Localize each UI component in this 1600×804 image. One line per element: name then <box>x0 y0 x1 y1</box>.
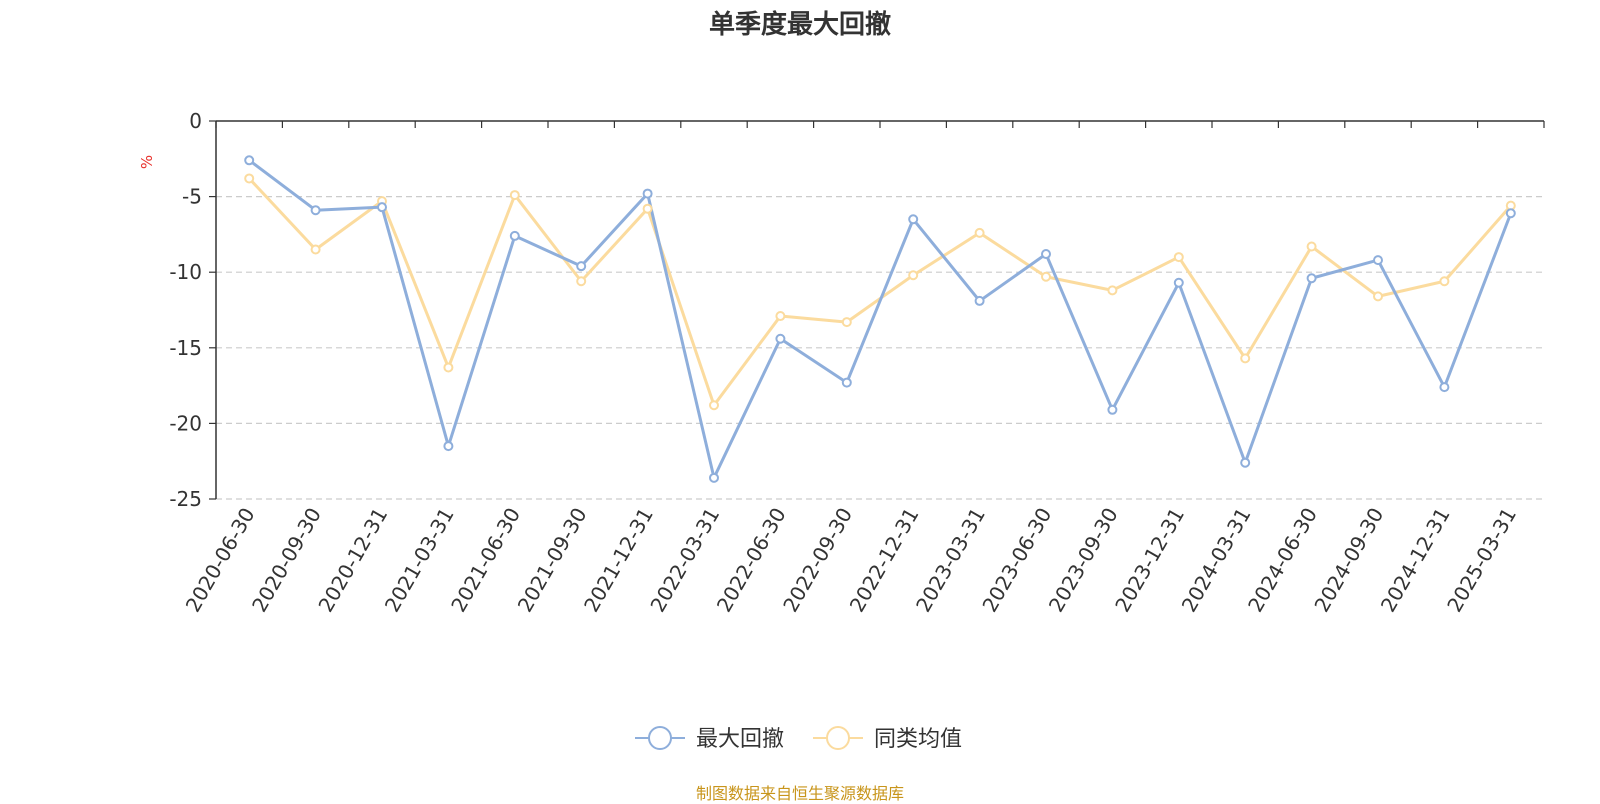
data-point[interactable] <box>1306 241 1317 252</box>
y-tick-label: -5 <box>182 185 202 209</box>
data-point[interactable] <box>908 214 919 225</box>
x-tick-label: 2023-09-30 <box>1044 504 1123 617</box>
x-tick-label: 2020-09-30 <box>247 504 326 617</box>
legend-marker-icon <box>648 726 672 750</box>
data-point[interactable] <box>1240 457 1251 468</box>
x-tick-label: 2022-03-31 <box>645 504 724 617</box>
data-point[interactable] <box>841 317 852 328</box>
data-point[interactable] <box>244 173 255 184</box>
data-point[interactable] <box>1240 353 1251 364</box>
data-point[interactable] <box>576 276 587 287</box>
x-tick-label: 2021-06-30 <box>446 504 525 617</box>
legend[interactable]: 最大回撤 同类均值 <box>635 726 962 752</box>
series-lines <box>244 155 1516 483</box>
y-tick-label: -25 <box>169 487 202 511</box>
x-tick-label: 2021-09-30 <box>513 504 592 617</box>
y-axis-unit-label: % <box>138 155 156 169</box>
data-point[interactable] <box>841 377 852 388</box>
data-point[interactable] <box>709 400 719 411</box>
axes: 0 -5 -10 -15 -20 -252020-06-302020-09-302020-… <box>169 109 1545 617</box>
legend-item-2[interactable]: 同类均值 <box>813 726 962 752</box>
data-point[interactable] <box>576 261 587 272</box>
data-point[interactable] <box>1041 271 1051 282</box>
legend-label: 同类均值 <box>874 727 962 752</box>
data-point[interactable] <box>310 244 321 255</box>
data-point[interactable] <box>1439 382 1450 393</box>
data-point[interactable] <box>1107 404 1118 415</box>
data-point[interactable] <box>775 311 786 322</box>
data-point[interactable] <box>244 155 255 166</box>
x-tick-label: 2023-03-31 <box>911 504 990 617</box>
data-point[interactable] <box>974 227 985 238</box>
x-tick-label: 2020-12-31 <box>313 504 392 617</box>
data-point[interactable] <box>775 333 786 344</box>
data-source-note: 制图数据来自恒生聚源数据库 <box>695 784 904 803</box>
chart-title: 单季度最大回撤 <box>708 10 891 40</box>
data-point[interactable] <box>509 190 520 201</box>
series-line-1 <box>248 159 1513 480</box>
legend-marker-icon <box>826 726 850 750</box>
series-line-2 <box>248 177 1512 407</box>
x-tick-label: 2020-06-30 <box>181 504 260 617</box>
data-point[interactable] <box>310 205 321 216</box>
data-point[interactable] <box>908 270 919 281</box>
legend-item-1[interactable]: 最大回撤 <box>635 726 784 752</box>
data-point[interactable] <box>974 295 985 306</box>
y-tick-label: -15 <box>169 336 202 360</box>
x-tick-label: 2024-09-30 <box>1309 504 1388 617</box>
data-point[interactable] <box>1306 273 1317 284</box>
x-tick-label: 2024-03-31 <box>1177 504 1256 617</box>
x-tick-label: 2024-06-30 <box>1243 504 1322 617</box>
x-tick-label: 2021-12-31 <box>579 504 658 617</box>
data-point[interactable] <box>1439 276 1450 287</box>
data-point[interactable] <box>1173 277 1184 288</box>
data-point[interactable] <box>377 202 387 213</box>
data-point[interactable] <box>509 230 520 241</box>
y-tick-label: 0 <box>189 109 202 133</box>
x-tick-label: 2023-06-30 <box>977 504 1056 617</box>
data-point[interactable] <box>1373 291 1383 302</box>
data-point[interactable] <box>709 472 719 483</box>
data-point[interactable] <box>642 203 653 214</box>
x-tick-label: 2021-03-31 <box>380 504 459 617</box>
x-tick-label: 2024-12-31 <box>1376 504 1455 617</box>
data-point[interactable] <box>1373 255 1383 266</box>
x-tick-label: 2023-12-31 <box>1110 504 1189 617</box>
y-tick-label: -20 <box>169 411 202 435</box>
data-point[interactable] <box>1505 208 1516 219</box>
y-tick-label: -10 <box>169 260 202 284</box>
data-point[interactable] <box>1107 285 1118 296</box>
data-point[interactable] <box>443 441 454 452</box>
data-point[interactable] <box>1173 252 1184 263</box>
legend-label: 最大回撤 <box>696 727 784 752</box>
x-tick-label: 2022-09-30 <box>778 504 857 617</box>
data-point[interactable] <box>642 188 653 199</box>
data-point[interactable] <box>1041 249 1051 260</box>
grid-lines <box>216 196 1544 500</box>
x-tick-label: 2022-06-30 <box>712 504 791 617</box>
data-point[interactable] <box>443 362 454 373</box>
x-tick-label: 2025-03-31 <box>1442 504 1521 617</box>
x-tick-label: 2022-12-31 <box>845 503 924 616</box>
